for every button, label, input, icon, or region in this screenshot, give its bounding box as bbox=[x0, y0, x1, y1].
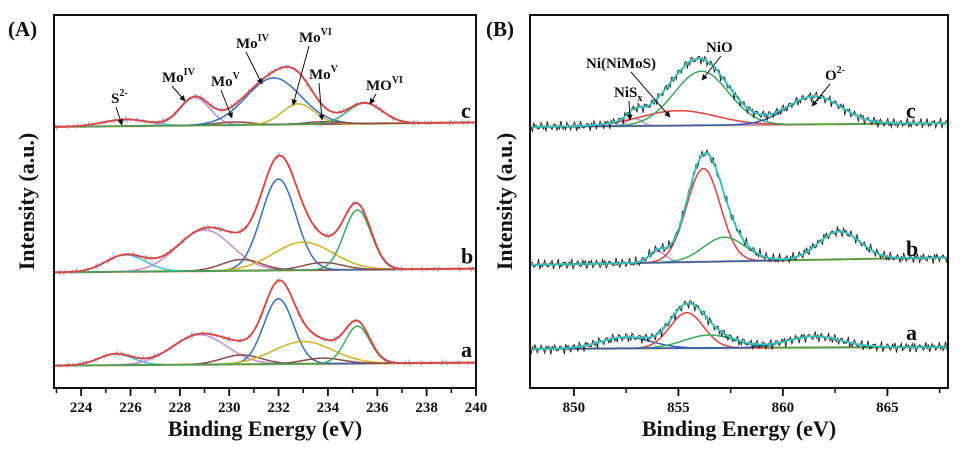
fit-envelope-a bbox=[530, 302, 948, 350]
annotation-arrow bbox=[115, 106, 124, 126]
peak-annotation: NiSx bbox=[614, 85, 642, 104]
annotation-superscript: IV bbox=[184, 67, 196, 78]
annotation-superscript: IV bbox=[258, 33, 270, 44]
peak-annotation: MoVI bbox=[299, 27, 332, 46]
annotation-superscript: 2- bbox=[119, 88, 127, 99]
peak-annotation: Ni(NiMoS) bbox=[586, 56, 656, 72]
spectrum-label-a: a bbox=[461, 337, 472, 362]
component-movi-3d3-2 bbox=[54, 209, 476, 274]
y-axis-label: Intensity (a.u.) bbox=[14, 133, 39, 271]
annotation-text: Mo bbox=[162, 70, 184, 86]
x-tick-label: 238 bbox=[415, 400, 438, 416]
spectrum-a bbox=[530, 299, 948, 355]
panel-b: c b a 850 855 860 865 Binding Energy (eV) Intens… bbox=[486, 14, 949, 441]
annotation-arrow bbox=[701, 55, 722, 81]
annotation-text: Mo bbox=[309, 67, 331, 83]
x-tick-label: 232 bbox=[267, 400, 290, 416]
annotation-arrow bbox=[630, 71, 671, 118]
spectrum-c bbox=[530, 55, 948, 133]
peak-annotation: MoV bbox=[309, 64, 339, 83]
annotation-arrow bbox=[220, 89, 233, 119]
annotation-text: Ni(NiMoS) bbox=[586, 56, 656, 72]
component-moiv-3d3-2 bbox=[54, 298, 476, 367]
annotation-superscript: 2- bbox=[837, 65, 845, 76]
fit-envelope-c bbox=[54, 66, 476, 128]
x-tick-label: 860 bbox=[772, 400, 795, 416]
x-tick-label: 236 bbox=[366, 400, 389, 416]
annotation-text: MO bbox=[366, 78, 392, 94]
x-tick-label: 865 bbox=[876, 400, 899, 416]
fit-envelope-c bbox=[530, 57, 948, 128]
annotation-arrow bbox=[626, 100, 633, 121]
spectrum-label-b: b bbox=[906, 236, 918, 261]
plot-area bbox=[530, 55, 948, 355]
annotation-arrow bbox=[291, 45, 310, 106]
x-tick-label: 230 bbox=[218, 400, 241, 416]
spectrum-label-c: c bbox=[461, 98, 471, 123]
peak-annotation: MOVI bbox=[366, 75, 403, 94]
annotation-text: NiO bbox=[706, 40, 733, 56]
peak-annotation: O2- bbox=[825, 65, 845, 84]
x-tick-label: 224 bbox=[70, 400, 93, 416]
annotation-text: S bbox=[111, 91, 119, 107]
annotation-arrow bbox=[171, 85, 186, 102]
peak-annotation: MoIV bbox=[236, 33, 270, 52]
spectrum-a bbox=[54, 277, 476, 369]
plot-frame bbox=[53, 14, 477, 389]
annotation-arrow bbox=[245, 51, 263, 85]
spectrum-label-a: a bbox=[906, 320, 917, 345]
annotation-superscript: V bbox=[233, 71, 241, 82]
peak-annotation: MoV bbox=[211, 71, 241, 90]
annotation-superscript: V bbox=[331, 64, 339, 75]
component-ni-nimos- bbox=[530, 167, 948, 266]
spectrum-b bbox=[530, 148, 948, 270]
x-axis-label: Binding Energy (eV) bbox=[168, 416, 362, 441]
annotation-arrow bbox=[811, 83, 831, 107]
x-tick-label: 850 bbox=[563, 400, 586, 416]
annotation-text: Mo bbox=[211, 74, 233, 90]
plot-area bbox=[54, 63, 476, 369]
raw-data-c bbox=[530, 55, 948, 133]
fit-envelope-b bbox=[530, 152, 948, 266]
component-moiv-3d5-2 bbox=[54, 229, 476, 274]
x-tick-label: 234 bbox=[317, 400, 340, 416]
annotation-superscript: VI bbox=[392, 75, 403, 86]
annotation-text: O bbox=[825, 68, 837, 84]
annotation-text: Mo bbox=[236, 36, 258, 52]
panel-a: c b a 224 226 228 230 232 234 236 238 240 Binding En… bbox=[8, 14, 488, 441]
x-axis-label: Binding Energy (eV) bbox=[642, 416, 836, 441]
annotation-arrow bbox=[369, 93, 377, 105]
annotation-superscript: VI bbox=[321, 27, 332, 38]
component-moiv-3d5-2 bbox=[54, 334, 476, 367]
annotation-text: NiS bbox=[614, 85, 637, 101]
x-tick-label: 240 bbox=[465, 400, 488, 416]
peak-annotation: MoIV bbox=[162, 67, 196, 86]
x-tick-label: 228 bbox=[169, 400, 192, 416]
fit-envelope-a bbox=[54, 279, 476, 367]
panel-label: (B) bbox=[486, 17, 514, 41]
fit-envelope-b bbox=[54, 154, 476, 274]
x-tick-label: 226 bbox=[119, 400, 142, 416]
spectrum-c bbox=[54, 63, 476, 132]
peak-annotation: S2- bbox=[111, 88, 128, 107]
spectrum-label-c: c bbox=[906, 98, 916, 123]
annotation-superscript: x bbox=[637, 93, 642, 104]
panel-label: (A) bbox=[8, 17, 37, 41]
x-tick-label: 855 bbox=[667, 400, 690, 416]
y-axis-label: Intensity (a.u.) bbox=[492, 133, 517, 271]
annotation-text: Mo bbox=[299, 30, 321, 46]
annotation-arrow bbox=[318, 82, 325, 121]
spectrum-b bbox=[54, 151, 476, 276]
peak-annotation: NiO bbox=[706, 40, 733, 56]
spectrum-label-b: b bbox=[461, 244, 473, 269]
plot-frame bbox=[529, 14, 949, 389]
component-o2- bbox=[530, 230, 948, 266]
